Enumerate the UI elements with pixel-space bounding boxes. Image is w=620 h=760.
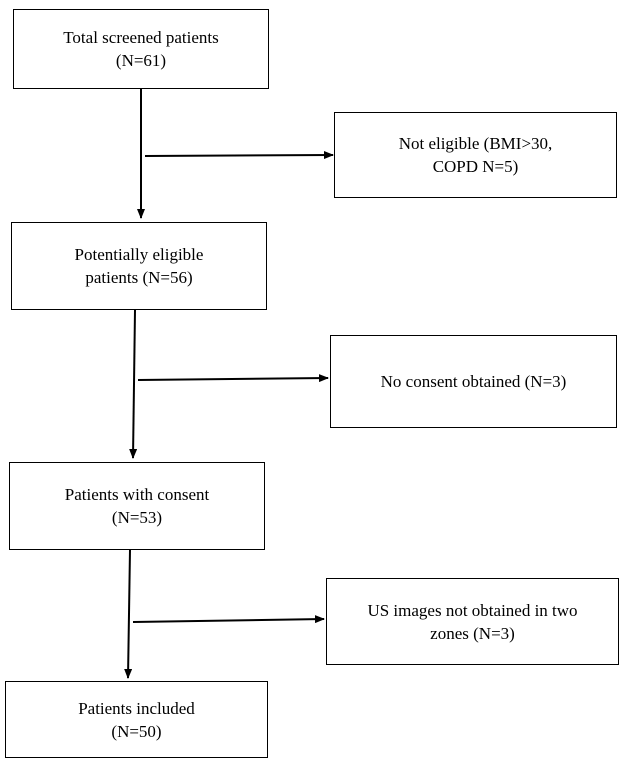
arrow-potentially-eligible-to-consent bbox=[129, 309, 138, 459]
box-with-consent: Patients with consent (N=53) bbox=[9, 462, 265, 550]
arrow-to-no-consent bbox=[137, 374, 329, 383]
box-patients-included-line1: Patients included bbox=[78, 698, 195, 718]
box-potentially-eligible-line2: patients (N=56) bbox=[85, 268, 193, 287]
box-potentially-eligible: Potentially eligible patients (N=56) bbox=[11, 222, 267, 310]
box-total-screened-line2: (N=61) bbox=[115, 51, 167, 70]
box-not-eligible: Not eligible (BMI>30, COPD N=5) bbox=[334, 112, 617, 198]
box-us-not-obtained: US images not obtained in two zones (N=3… bbox=[326, 578, 619, 665]
box-total-screened: Total screened patients (N=61) bbox=[13, 9, 269, 89]
arrow-consent-to-included bbox=[124, 549, 133, 679]
box-patients-included-line2: (N=50) bbox=[111, 721, 162, 741]
arrow-to-not-eligible bbox=[144, 151, 334, 160]
box-potentially-eligible-line1: Potentially eligible bbox=[74, 245, 204, 264]
box-with-consent-line2: (N=53) bbox=[111, 508, 163, 527]
box-no-consent: No consent obtained (N=3) bbox=[330, 335, 617, 428]
box-no-consent-line1: No consent obtained (N=3) bbox=[380, 372, 567, 391]
arrow-to-us-not-obtained bbox=[132, 615, 325, 624]
box-total-screened-line1: Total screened patients bbox=[63, 28, 219, 47]
box-us-not-obtained-line1: US images not obtained in two bbox=[367, 600, 578, 620]
box-patients-included: Patients included (N=50) bbox=[5, 681, 268, 758]
box-us-not-obtained-line2: zones (N=3) bbox=[430, 623, 515, 643]
box-with-consent-line1: Patients with consent bbox=[64, 485, 210, 504]
box-not-eligible-line1: Not eligible (BMI>30, bbox=[398, 134, 553, 153]
box-not-eligible-line2: COPD N=5) bbox=[432, 157, 519, 176]
